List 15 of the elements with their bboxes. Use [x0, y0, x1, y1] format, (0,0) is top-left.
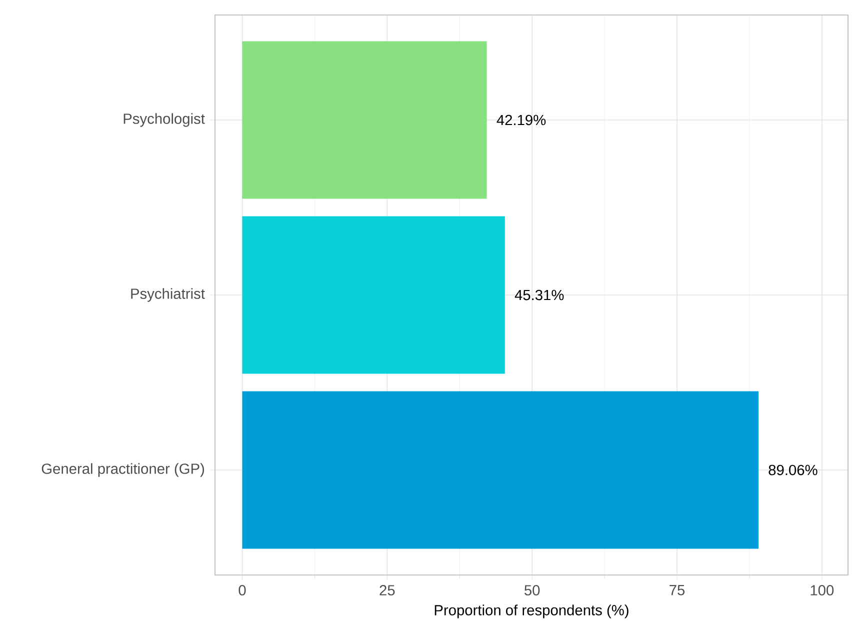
- data-label: 45.31%: [514, 290, 564, 300]
- y-tick-label: Psychologist: [124, 113, 205, 127]
- x-axis-title: Proportion of respondents (%): [434, 604, 628, 618]
- x-tick-label: 50: [524, 585, 540, 596]
- data-label: 42.19%: [496, 114, 546, 126]
- data-label: 89.06%: [768, 464, 818, 476]
- y-tick-label: Psychiatrist: [131, 288, 205, 302]
- bar: [242, 41, 487, 199]
- y-tick-label: General practitioner (GP): [42, 463, 204, 477]
- bar: [242, 391, 759, 549]
- x-tick-label: 75: [670, 585, 685, 596]
- x-tick-label: 100: [810, 585, 834, 596]
- bar: [242, 216, 505, 374]
- x-tick-label: 25: [380, 585, 395, 596]
- x-tick-label: 0: [238, 585, 246, 596]
